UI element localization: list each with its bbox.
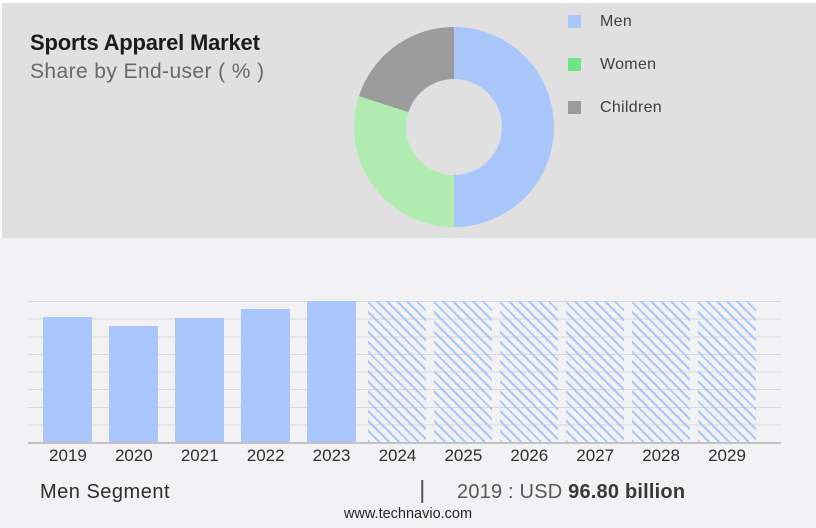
x-axis-label-2024: 2024 xyxy=(378,446,417,465)
children-swatch-icon xyxy=(568,101,581,114)
x-axis-label-2025: 2025 xyxy=(444,446,483,465)
bar-chart-plot-area xyxy=(28,301,781,444)
chart-legend: Men Women Children xyxy=(568,13,662,116)
x-axis-label-2027: 2027 xyxy=(576,446,615,465)
men-swatch-icon xyxy=(568,15,581,28)
bar-2021 xyxy=(175,318,225,442)
legend-label: Children xyxy=(600,98,662,116)
x-axis-label-2029: 2029 xyxy=(708,446,746,465)
bar-column-2026 xyxy=(496,301,562,442)
x-axis-label-2019: 2019 xyxy=(49,446,87,465)
bars-container xyxy=(28,301,781,442)
x-axis-label-2022: 2022 xyxy=(246,446,285,465)
x-axis-label-2020: 2020 xyxy=(114,446,153,465)
forecast-bar-2027 xyxy=(566,301,625,442)
legend-item-children: Children xyxy=(568,99,662,116)
legend-label: Women xyxy=(600,55,657,73)
donut-hole xyxy=(406,79,502,175)
women-swatch-icon xyxy=(568,58,581,71)
legend-label: Men xyxy=(600,12,633,30)
bar-column-2029 xyxy=(694,301,760,442)
bar-column-2024 xyxy=(365,301,431,442)
legend-item-women: Women xyxy=(568,56,662,73)
x-axis-label-2026: 2026 xyxy=(510,446,549,465)
annotation-prefix: 2019 : USD xyxy=(457,481,563,503)
segment-caption: Men Segment xyxy=(40,481,171,503)
x-axis-label-2021: 2021 xyxy=(180,446,219,465)
x-axis-label-2028: 2028 xyxy=(642,446,681,465)
bar-column-2023 xyxy=(299,301,365,442)
value-annotation: 2019 : USD 96.80 billion xyxy=(457,481,685,504)
annotation-value: 96.80 billion xyxy=(568,481,686,503)
forecast-bar-2025 xyxy=(434,301,493,442)
bar-column-2027 xyxy=(562,301,628,442)
bar-column-2022 xyxy=(233,301,299,442)
header-panel: Sports Apparel Market Share by End-user … xyxy=(2,3,816,238)
caption-separator: | xyxy=(419,476,426,504)
forecast-bar-2024 xyxy=(368,301,427,442)
bar-2020 xyxy=(109,325,159,442)
page-title: Sports Apparel Market xyxy=(30,30,260,55)
bar-2023 xyxy=(307,301,357,442)
bar-column-2025 xyxy=(430,301,496,442)
bar-2019 xyxy=(43,317,93,442)
donut-chart xyxy=(354,27,554,227)
bar-2022 xyxy=(241,309,291,442)
website-footer: www.technavio.com xyxy=(343,506,473,522)
page-subtitle: Share by End-user ( % ) xyxy=(30,60,265,83)
x-axis-label-2023: 2023 xyxy=(312,446,351,465)
bar-column-2020 xyxy=(101,301,167,442)
bar-column-2019 xyxy=(35,301,101,442)
bar-column-2028 xyxy=(628,301,694,442)
legend-item-men: Men xyxy=(568,13,662,30)
forecast-bar-2029 xyxy=(698,301,757,442)
bar-column-2021 xyxy=(167,301,233,442)
forecast-bar-2028 xyxy=(632,301,691,442)
forecast-bar-2026 xyxy=(500,301,559,442)
x-axis-labels: 2019 2020 2021 2022 2023 2024 2025 2026 2027 2028… xyxy=(28,446,781,466)
bar-chart-panel: 2019 2020 2021 2022 2023 2024 2025 2026 2027 2028… xyxy=(0,238,816,528)
